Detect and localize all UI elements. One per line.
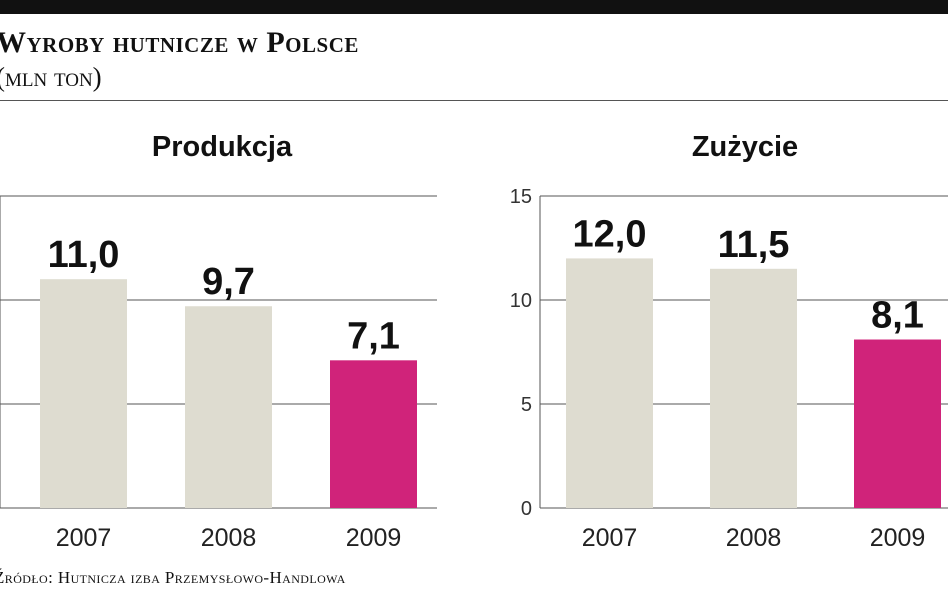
bar-value-label: 11,5 bbox=[718, 224, 790, 266]
panel-title: Produkcja bbox=[152, 131, 293, 163]
x-category-label: 2009 bbox=[870, 524, 926, 552]
bar-value-label: 8,1 bbox=[871, 295, 924, 337]
top-bar bbox=[0, 0, 948, 14]
bar bbox=[185, 306, 272, 508]
y-tick-label: 0 bbox=[521, 498, 532, 520]
y-tick-label: 15 bbox=[510, 186, 532, 208]
x-category-label: 2009 bbox=[346, 524, 402, 552]
y-tick-label: 5 bbox=[521, 394, 532, 416]
bar-value-label: 11,0 bbox=[48, 234, 120, 276]
bar bbox=[710, 268, 797, 508]
bar bbox=[854, 339, 941, 508]
bar bbox=[330, 360, 417, 508]
chart-panel-2: Zużycie 0 5 10 15 12,0 2007 11,5 2008 8,1 2009 bbox=[510, 131, 948, 552]
bar-value-label: 9,7 bbox=[202, 261, 255, 303]
bar bbox=[566, 258, 653, 508]
header-rule bbox=[0, 100, 948, 101]
y-tick-label: 10 bbox=[510, 290, 532, 312]
source-note: Źródło: Hutnicza izba Przemysłowo-Handlo… bbox=[0, 568, 346, 587]
chart-title: Wyroby hutnicze w Polsce bbox=[0, 26, 359, 59]
x-category-label: 2008 bbox=[726, 524, 782, 552]
chart-subtitle: (mln ton) bbox=[0, 62, 102, 92]
x-category-label: 2007 bbox=[582, 524, 638, 552]
bar-value-label: 12,0 bbox=[573, 213, 647, 255]
x-category-label: 2008 bbox=[201, 524, 257, 552]
x-category-label: 2007 bbox=[56, 524, 112, 552]
bar bbox=[40, 279, 127, 508]
panel-title: Zużycie bbox=[692, 131, 798, 163]
bar-value-label: 7,1 bbox=[347, 315, 400, 357]
